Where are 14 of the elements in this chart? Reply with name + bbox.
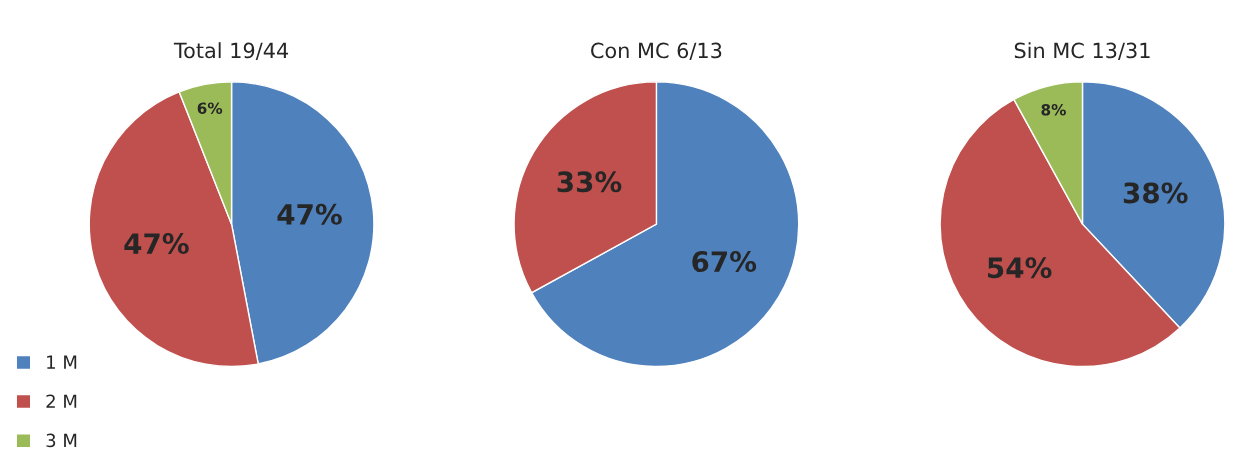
legend-label: 1 M [47, 355, 77, 369]
chart-title: Sin MC 13/31 [1014, 42, 1150, 60]
data-label: 47% [124, 233, 189, 255]
data-label: 6% [197, 102, 223, 114]
data-label: 8% [1041, 104, 1066, 116]
chart-title: Total 19/44 [173, 42, 289, 60]
data-label: 67% [692, 251, 757, 273]
data-label: 33% [557, 171, 622, 193]
data-label: 54% [988, 257, 1052, 279]
legend-label: 2 M [46, 394, 77, 408]
chart-title: Con MC 6/13 [591, 42, 722, 60]
data-label: 47% [277, 203, 342, 225]
data-label: 38% [1123, 182, 1188, 204]
legend-label: 3 M [46, 433, 77, 448]
